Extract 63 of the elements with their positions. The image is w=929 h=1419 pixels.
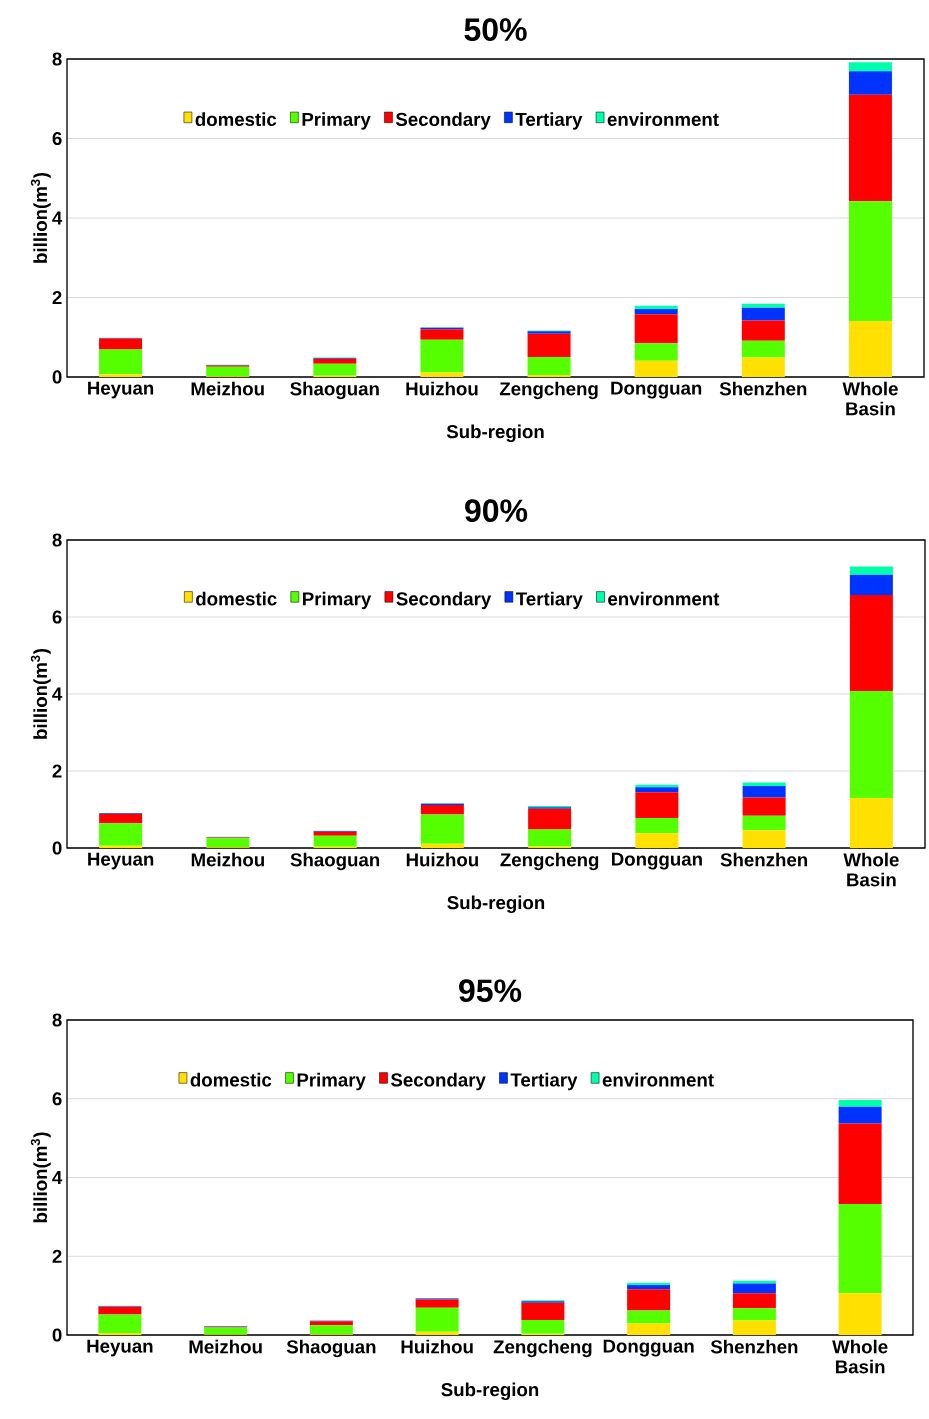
- y-tick-label: 8: [52, 1013, 62, 1027]
- x-tick-label: Shenzhen: [710, 1339, 798, 1354]
- y-tick-label: 0: [52, 370, 62, 384]
- legend-label: Tertiary: [516, 591, 583, 610]
- legend-label: domestic: [195, 112, 277, 127]
- y-tick-label: 6: [52, 610, 62, 624]
- y-tick-label: 6: [52, 1092, 62, 1106]
- legend-label: Tertiary: [510, 1072, 578, 1091]
- legend-label: Primary: [297, 1072, 366, 1091]
- legend-label: Secondary: [395, 112, 491, 130]
- y-axis-title: billion(m$^{3}$): [30, 1132, 51, 1223]
- y-tick-label: 4: [52, 1171, 63, 1184]
- legend-label: domestic: [196, 591, 277, 606]
- x-tick-label: Dongguan: [611, 852, 702, 870]
- y-tick-label: 2: [52, 764, 62, 778]
- x-tick-label: Zengcheng: [499, 381, 598, 400]
- y-tick-label: 8: [52, 52, 62, 66]
- legend-label: Primary: [302, 112, 371, 130]
- x-axis-title: Sub-region: [441, 1382, 539, 1401]
- legend-label: environment: [607, 112, 719, 127]
- x-tick-label: Huizhou: [406, 852, 478, 867]
- y-tick-label: 0: [52, 841, 62, 855]
- legend-label: environment: [602, 1072, 714, 1087]
- x-tick-label: Whole Basin: [842, 381, 898, 416]
- x-tick-label: Shenzhen: [719, 381, 807, 396]
- x-tick-label: Shenzhen: [720, 852, 808, 867]
- legend-label: Secondary: [396, 591, 492, 610]
- x-tick-label: Zengcheng: [500, 852, 599, 871]
- x-tick-label: Zengcheng: [493, 1339, 592, 1358]
- y-axis-title: billion(m$^{3}$): [30, 172, 51, 263]
- y-tick-label: 2: [52, 290, 62, 305]
- chart-title: 90%: [465, 499, 528, 522]
- x-tick-label: Heyuan: [88, 381, 154, 399]
- y-tick-label: 0: [52, 1328, 62, 1342]
- x-tick-label: Whole Basin: [832, 1339, 888, 1374]
- x-tick-label: Whole Basin: [843, 852, 899, 887]
- legend-label: domestic: [190, 1072, 272, 1087]
- x-axis-title: Sub-region: [446, 424, 544, 443]
- x-tick-label: Meizhou: [191, 381, 264, 396]
- y-tick-label: 2: [52, 1249, 62, 1263]
- x-tick-label: Shaoguan: [290, 852, 380, 871]
- chart-title: 95%: [459, 979, 522, 1002]
- x-tick-label: Meizhou: [189, 1339, 262, 1354]
- x-tick-label: Meizhou: [191, 852, 264, 867]
- y-tick-label: 8: [52, 533, 62, 547]
- legend-label: environment: [608, 591, 720, 606]
- y-tick-label: 4: [52, 211, 63, 225]
- chart-title: 50%: [464, 18, 527, 41]
- y-tick-label: 4: [52, 687, 63, 701]
- x-tick-label: Heyuan: [87, 1339, 153, 1357]
- y-axis-title: billion(m$^{3}$): [30, 648, 51, 739]
- x-axis-title: Sub-region: [447, 895, 545, 914]
- x-tick-label: Heyuan: [88, 852, 154, 870]
- legend-label: Primary: [303, 591, 372, 610]
- x-tick-label: Huizhou: [406, 381, 478, 396]
- x-tick-label: Dongguan: [603, 1339, 694, 1357]
- x-tick-label: Shaoguan: [286, 1339, 376, 1358]
- legend-label: Tertiary: [515, 112, 583, 130]
- x-tick-label: Shaoguan: [290, 381, 379, 400]
- x-tick-label: Huizhou: [401, 1339, 473, 1354]
- legend-label: Secondary: [390, 1072, 486, 1091]
- y-tick-label: 6: [52, 131, 62, 146]
- x-tick-label: Dongguan: [611, 381, 702, 399]
